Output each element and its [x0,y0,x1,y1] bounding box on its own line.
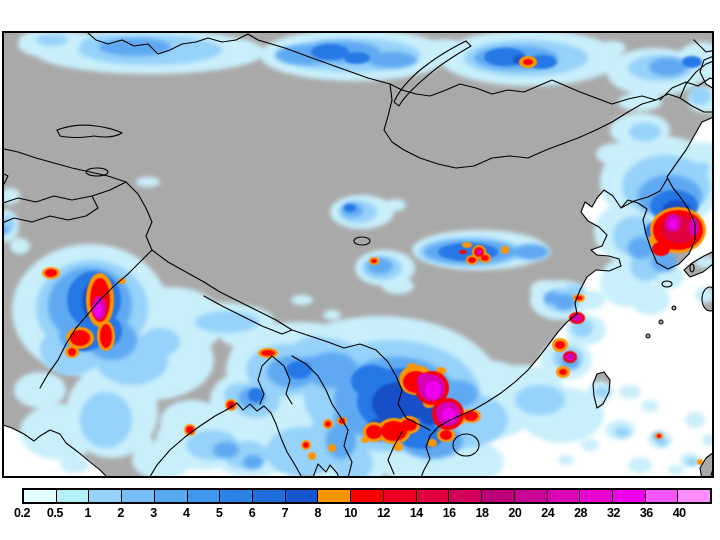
colorbar-segment [644,490,678,502]
colorbar-segment [350,490,383,502]
colorbar-segment [415,490,449,502]
colorbar [22,488,712,504]
colorbar-segment [55,490,89,502]
colorbar-segment [677,490,711,502]
colorbar-tick-label: 0.5 [46,506,63,520]
island-outlines [452,249,712,477]
colorbar-tick-label: 4 [183,506,190,520]
colorbar-segment [579,490,612,502]
map-frame [2,31,714,478]
precipitation-shading [4,33,712,477]
colorbar-segment [219,490,253,502]
colorbar-segment [153,490,187,502]
lake-outlines [4,39,712,246]
colorbar-tick-label: 36 [639,506,653,520]
colorbar-tick-label: 20 [508,506,522,520]
colorbar-tick-label: 3 [150,506,157,520]
colorbar-segment [121,490,154,502]
colorbar-tick-label: 5 [215,506,223,520]
colorbar-segment [186,490,220,502]
colorbar-tick-label: 28 [574,506,588,520]
colorbar-tick-label: 32 [606,506,620,520]
colorbar-segment [317,490,351,502]
colorbar-tick-label: 10 [344,506,358,520]
colorbar-segment [481,490,514,502]
colorbar-segment [382,490,416,502]
colorbar-tick-label: 18 [475,506,489,520]
colorbar-tick-label: 6 [248,506,256,520]
colorbar-segment [513,490,547,502]
colorbar-tick-label: 16 [442,506,456,520]
colorbar-tick-label: 1 [84,506,91,520]
colorbar-segment [24,490,56,502]
colorbar-segment [611,490,645,502]
colorbar-tick-label: 24 [541,506,555,520]
colorbar-segment [252,490,285,502]
colorbar-tick-label: 2 [117,506,124,520]
colorbar-tick-label: 7 [281,506,289,520]
colorbar-tick-label: 14 [409,506,423,520]
colorbar-tick-label: 0.2 [14,506,30,520]
colorbar-segment [448,490,482,502]
colorbar-labels: 0.2 0.5 1 2 3 4 5 6 7 8 10 12 14 16 18 20 24 28 32 36 40 [0,506,720,526]
colorbar-tick-label: 12 [376,506,390,520]
colorbar-segment [284,490,318,502]
colorbar-tick-label: 40 [672,506,686,520]
colorbar-tick-label: 8 [314,506,321,520]
colorbar-segment [88,490,122,502]
colorbar-segment [546,490,580,502]
